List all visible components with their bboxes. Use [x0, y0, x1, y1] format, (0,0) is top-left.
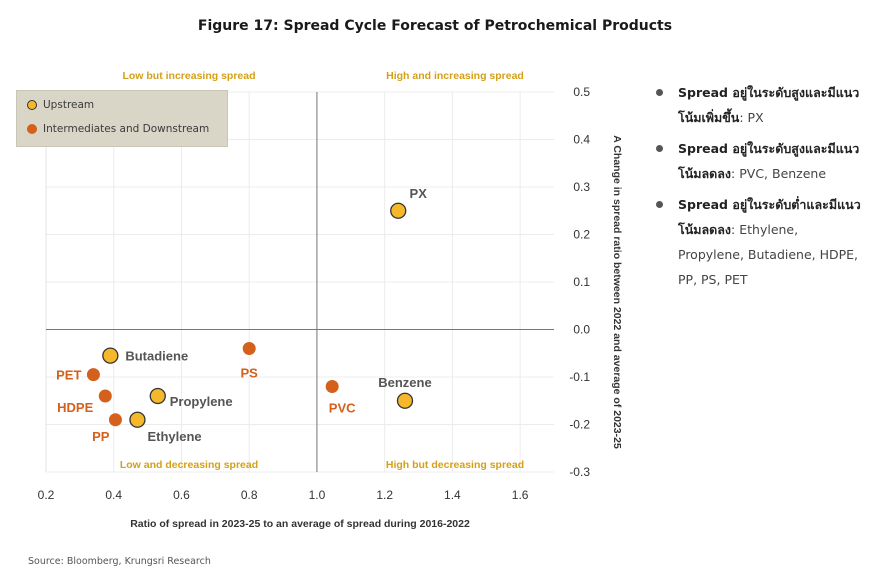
y-tick-label: 0.3 — [573, 180, 590, 194]
chart-legend: Upstream Intermediates and Downstream — [16, 90, 228, 147]
note-item: Spread อยู่ในระดับสูงและมีแนวโน้มลดลง: P… — [656, 136, 866, 186]
data-label: Benzene — [378, 375, 431, 390]
x-tick-label: 0.6 — [173, 488, 190, 502]
y-tick-label: 0.0 — [573, 323, 590, 337]
data-label: PX — [410, 186, 428, 201]
quadrant-label-top-right: High and increasing spread — [386, 70, 524, 82]
legend-marker-downstream — [27, 124, 37, 134]
data-label: Ethylene — [147, 429, 201, 444]
data-point-upstream — [149, 387, 166, 405]
data-point-downstream — [242, 342, 256, 355]
note-head: Spread อยู่ในระดับต่ำและมีแนวโน้มลดลง — [678, 197, 861, 237]
note-item: Spread อยู่ในระดับสูงและมีแนวโน้มเพิ่มขึ… — [656, 80, 866, 130]
data-label: Propylene — [170, 394, 233, 409]
note-rest: : PX — [739, 110, 764, 125]
data-label: Butadiene — [125, 349, 188, 364]
x-tick-label: 0.8 — [241, 488, 258, 502]
bullet-icon — [656, 89, 663, 96]
data-point-downstream — [98, 389, 112, 403]
data-label: PVC — [329, 401, 356, 416]
data-point-downstream — [86, 368, 100, 382]
y-axis-title: A Change in spread ratio between 2022 an… — [611, 135, 623, 449]
legend-item-upstream: Upstream — [27, 99, 94, 111]
y-tick-label: 0.2 — [573, 228, 590, 242]
x-tick-label: 1.4 — [444, 488, 461, 502]
chart-title: Figure 17: Spread Cycle Forecast of Petr… — [197, 18, 673, 34]
bullet-icon — [656, 145, 663, 152]
x-tick-label: 1.0 — [309, 488, 326, 502]
note-head: Spread อยู่ในระดับสูงและมีแนวโน้มเพิ่มขึ… — [678, 85, 860, 125]
note-rest: : PVC, Benzene — [731, 166, 827, 181]
x-tick-label: 1.2 — [376, 488, 393, 502]
data-point-upstream — [102, 347, 119, 364]
data-label: PS — [241, 366, 259, 381]
y-tick-label: 0.5 — [573, 85, 590, 99]
data-label: HDPE — [57, 400, 93, 415]
y-tick-label: -0.1 — [569, 370, 590, 384]
data-point-upstream — [129, 411, 146, 428]
quadrant-label-top-left: Low but increasing spread — [122, 70, 255, 82]
note-head: Spread อยู่ในระดับสูงและมีแนวโน้มลดลง — [678, 141, 860, 181]
data-point-upstream — [390, 202, 407, 219]
legend-label: Upstream — [43, 99, 95, 111]
x-tick-label: 1.6 — [512, 488, 529, 502]
notes-list: Spread อยู่ในระดับสูงและมีแนวโน้มเพิ่มขึ… — [656, 80, 866, 298]
data-point-upstream — [396, 392, 414, 409]
data-label: PET — [56, 368, 81, 383]
y-tick-label: -0.3 — [569, 465, 590, 479]
quadrant-label-bottom-left: Low and decreasing spread — [120, 459, 258, 471]
bullet-icon — [656, 201, 663, 208]
x-tick-label: 0.2 — [38, 488, 55, 502]
note-rest: : Ethylene, Propylene, Butadiene, HDPE, … — [678, 222, 859, 287]
note-item: Spread อยู่ในระดับต่ำและมีแนวโน้มลดลง: E… — [656, 192, 866, 292]
x-axis-title: Ratio of spread in 2023-25 to an average… — [130, 518, 470, 530]
y-tick-label: 0.1 — [573, 275, 590, 289]
legend-marker-upstream — [27, 100, 37, 110]
y-tick-label: -0.2 — [569, 418, 590, 432]
data-label: PP — [92, 429, 110, 444]
legend-item-downstream: Intermediates and Downstream — [27, 123, 209, 135]
source-note: Source: Bloomberg, Krungsri Research — [28, 556, 211, 567]
legend-label: Intermediates and Downstream — [43, 123, 210, 135]
x-tick-label: 0.4 — [105, 488, 122, 502]
data-point-downstream — [325, 380, 339, 393]
quadrant-label-bottom-right: High but decreasing spread — [386, 459, 524, 471]
data-point-downstream — [108, 413, 122, 427]
y-tick-label: 0.4 — [573, 133, 590, 147]
